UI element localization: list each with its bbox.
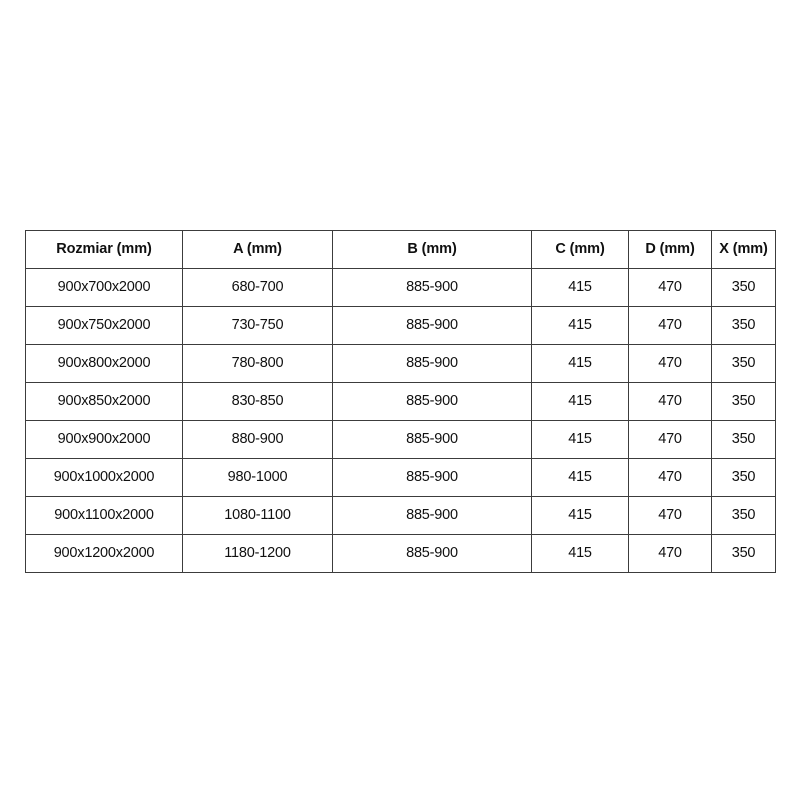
table-row: 900x800x2000 780-800 885-900 415 470 350	[25, 344, 776, 383]
cell-a: 1180-1200	[182, 534, 333, 573]
column-header-d: D (mm)	[628, 230, 712, 269]
column-header-c: C (mm)	[531, 230, 629, 269]
cell-x: 350	[711, 306, 776, 345]
cell-x: 350	[711, 534, 776, 573]
cell-d: 470	[628, 268, 712, 307]
cell-c: 415	[531, 534, 629, 573]
table-row: 900x1000x2000 980-1000 885-900 415 470 3…	[25, 458, 776, 497]
cell-x: 350	[711, 268, 776, 307]
cell-c: 415	[531, 458, 629, 497]
cell-x: 350	[711, 382, 776, 421]
table-header: Rozmiar (mm) A (mm) B (mm) C (mm) D (mm)…	[25, 230, 776, 269]
cell-d: 470	[628, 306, 712, 345]
table-header-row: Rozmiar (mm) A (mm) B (mm) C (mm) D (mm)…	[25, 230, 776, 269]
column-header-b: B (mm)	[332, 230, 532, 269]
cell-d: 470	[628, 496, 712, 535]
column-header-size: Rozmiar (mm)	[25, 230, 183, 269]
cell-b: 885-900	[332, 534, 532, 573]
table-row: 900x1200x2000 1180-1200 885-900 415 470 …	[25, 534, 776, 573]
cell-a: 980-1000	[182, 458, 333, 497]
cell-d: 470	[628, 458, 712, 497]
cell-size: 900x1200x2000	[25, 534, 183, 573]
cell-d: 470	[628, 344, 712, 383]
specification-table: Rozmiar (mm) A (mm) B (mm) C (mm) D (mm)…	[25, 230, 776, 573]
cell-d: 470	[628, 534, 712, 573]
cell-b: 885-900	[332, 496, 532, 535]
cell-x: 350	[711, 420, 776, 459]
table-row: 900x900x2000 880-900 885-900 415 470 350	[25, 420, 776, 459]
cell-a: 780-800	[182, 344, 333, 383]
table-row: 900x750x2000 730-750 885-900 415 470 350	[25, 306, 776, 345]
specification-table-container: Rozmiar (mm) A (mm) B (mm) C (mm) D (mm)…	[25, 230, 776, 573]
cell-size: 900x700x2000	[25, 268, 183, 307]
cell-x: 350	[711, 458, 776, 497]
cell-c: 415	[531, 268, 629, 307]
cell-size: 900x1000x2000	[25, 458, 183, 497]
cell-c: 415	[531, 496, 629, 535]
cell-b: 885-900	[332, 306, 532, 345]
column-header-x: X (mm)	[711, 230, 776, 269]
cell-b: 885-900	[332, 458, 532, 497]
cell-a: 730-750	[182, 306, 333, 345]
cell-c: 415	[531, 344, 629, 383]
cell-size: 900x1100x2000	[25, 496, 183, 535]
cell-x: 350	[711, 344, 776, 383]
cell-b: 885-900	[332, 268, 532, 307]
cell-a: 880-900	[182, 420, 333, 459]
table-body: 900x700x2000 680-700 885-900 415 470 350…	[25, 268, 776, 573]
cell-a: 1080-1100	[182, 496, 333, 535]
cell-b: 885-900	[332, 344, 532, 383]
cell-c: 415	[531, 306, 629, 345]
cell-size: 900x850x2000	[25, 382, 183, 421]
cell-c: 415	[531, 420, 629, 459]
cell-size: 900x900x2000	[25, 420, 183, 459]
cell-size: 900x800x2000	[25, 344, 183, 383]
table-row: 900x700x2000 680-700 885-900 415 470 350	[25, 268, 776, 307]
column-header-a: A (mm)	[182, 230, 333, 269]
cell-x: 350	[711, 496, 776, 535]
cell-a: 830-850	[182, 382, 333, 421]
table-row: 900x1100x2000 1080-1100 885-900 415 470 …	[25, 496, 776, 535]
table-row: 900x850x2000 830-850 885-900 415 470 350	[25, 382, 776, 421]
cell-b: 885-900	[332, 382, 532, 421]
cell-a: 680-700	[182, 268, 333, 307]
cell-b: 885-900	[332, 420, 532, 459]
cell-size: 900x750x2000	[25, 306, 183, 345]
cell-c: 415	[531, 382, 629, 421]
cell-d: 470	[628, 382, 712, 421]
cell-d: 470	[628, 420, 712, 459]
